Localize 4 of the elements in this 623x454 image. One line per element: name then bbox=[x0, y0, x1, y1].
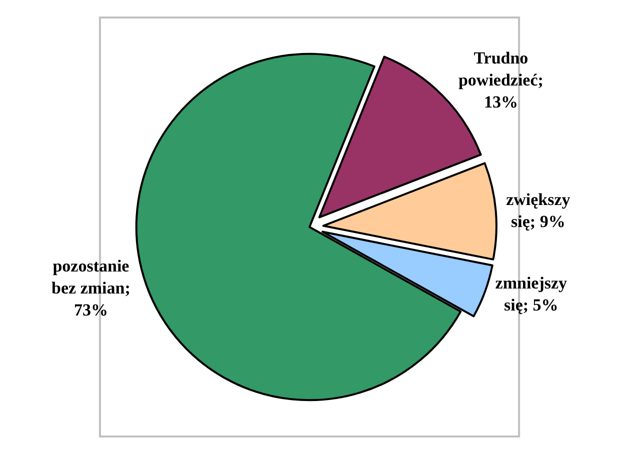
slice-label: zmniejszy się; 5% bbox=[495, 273, 568, 315]
slice-label: Trudno powiedzieć; 13% bbox=[458, 48, 544, 112]
slice-label: pozostanie bez zmian; 73% bbox=[52, 256, 130, 320]
slice-label: zwiększy się; 9% bbox=[506, 190, 571, 232]
